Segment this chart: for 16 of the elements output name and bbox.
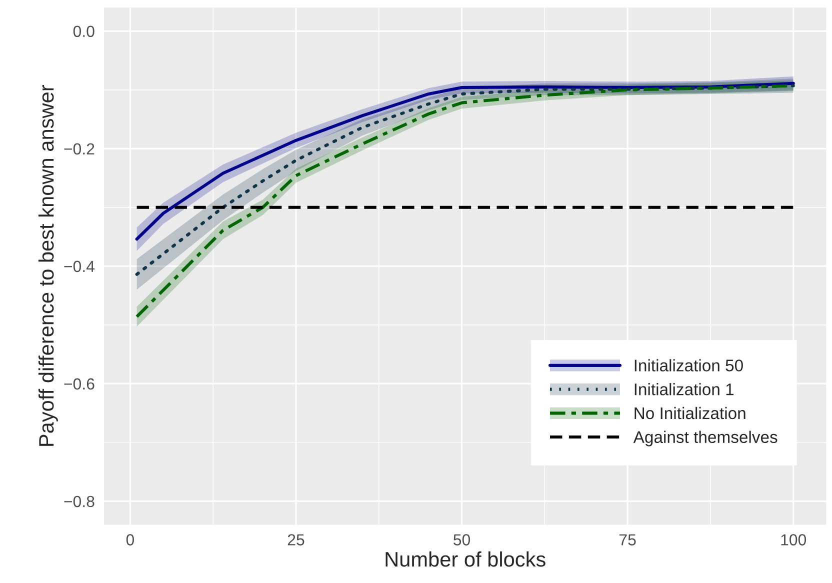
x-tick-label: 0: [126, 534, 134, 546]
x-axis-title: Number of blocks: [386, 551, 546, 567]
y-tick-label: −0.2: [64, 143, 94, 155]
y-axis-title: Payoff difference to best known answer: [38, 85, 58, 446]
x-tick-label: 100: [781, 534, 806, 546]
x-tick-label: 25: [288, 534, 304, 546]
y-tick-label: −0.4: [64, 260, 95, 272]
legend-label: No Initialization: [634, 406, 746, 420]
x-tick-label: 50: [454, 534, 470, 546]
legend-label: Against themselves: [633, 430, 778, 446]
y-tick-label: 0.0: [73, 26, 94, 38]
legend-label: Initialization 50: [634, 359, 743, 372]
legend-label: Initialization 1: [634, 383, 734, 396]
y-tick-label: −0.8: [64, 496, 94, 508]
x-tick-label: 75: [620, 534, 636, 546]
y-tick-label: −0.6: [64, 378, 94, 390]
